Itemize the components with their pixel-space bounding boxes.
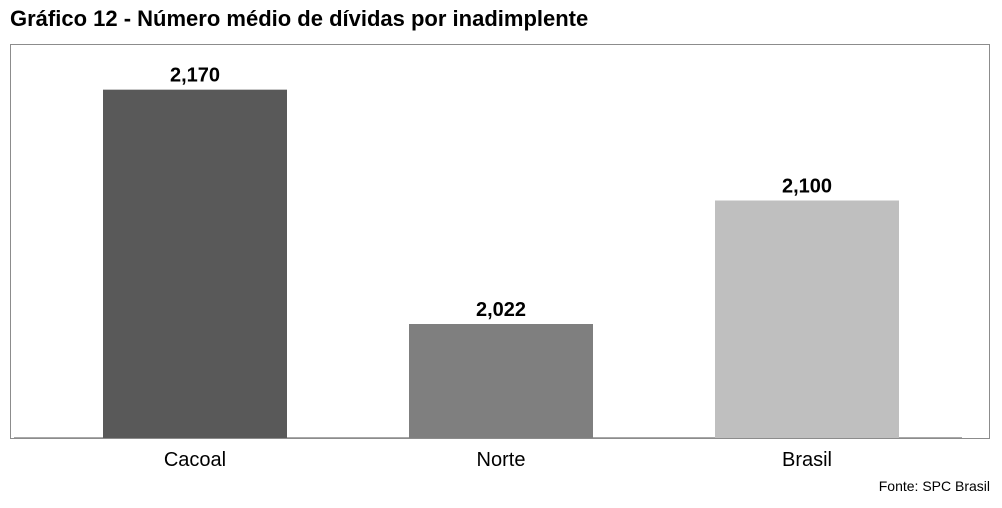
data-label-norte: 2,022 [476, 299, 526, 321]
x-tick-label-norte: Norte [477, 449, 526, 471]
data-label-cacoal: 2,170 [170, 65, 220, 87]
bar-brasil [715, 200, 899, 438]
source-note: Fonte: SPC Brasil [878, 478, 990, 494]
x-tick-label-brasil: Brasil [782, 449, 832, 471]
x-tick-label-cacoal: Cacoal [164, 449, 226, 471]
data-label-brasil: 2,100 [782, 176, 832, 198]
bar-norte [409, 324, 593, 438]
bar-cacoal [103, 89, 287, 439]
chart-title: Gráfico 12 - Número médio de dívidas por… [10, 6, 589, 31]
